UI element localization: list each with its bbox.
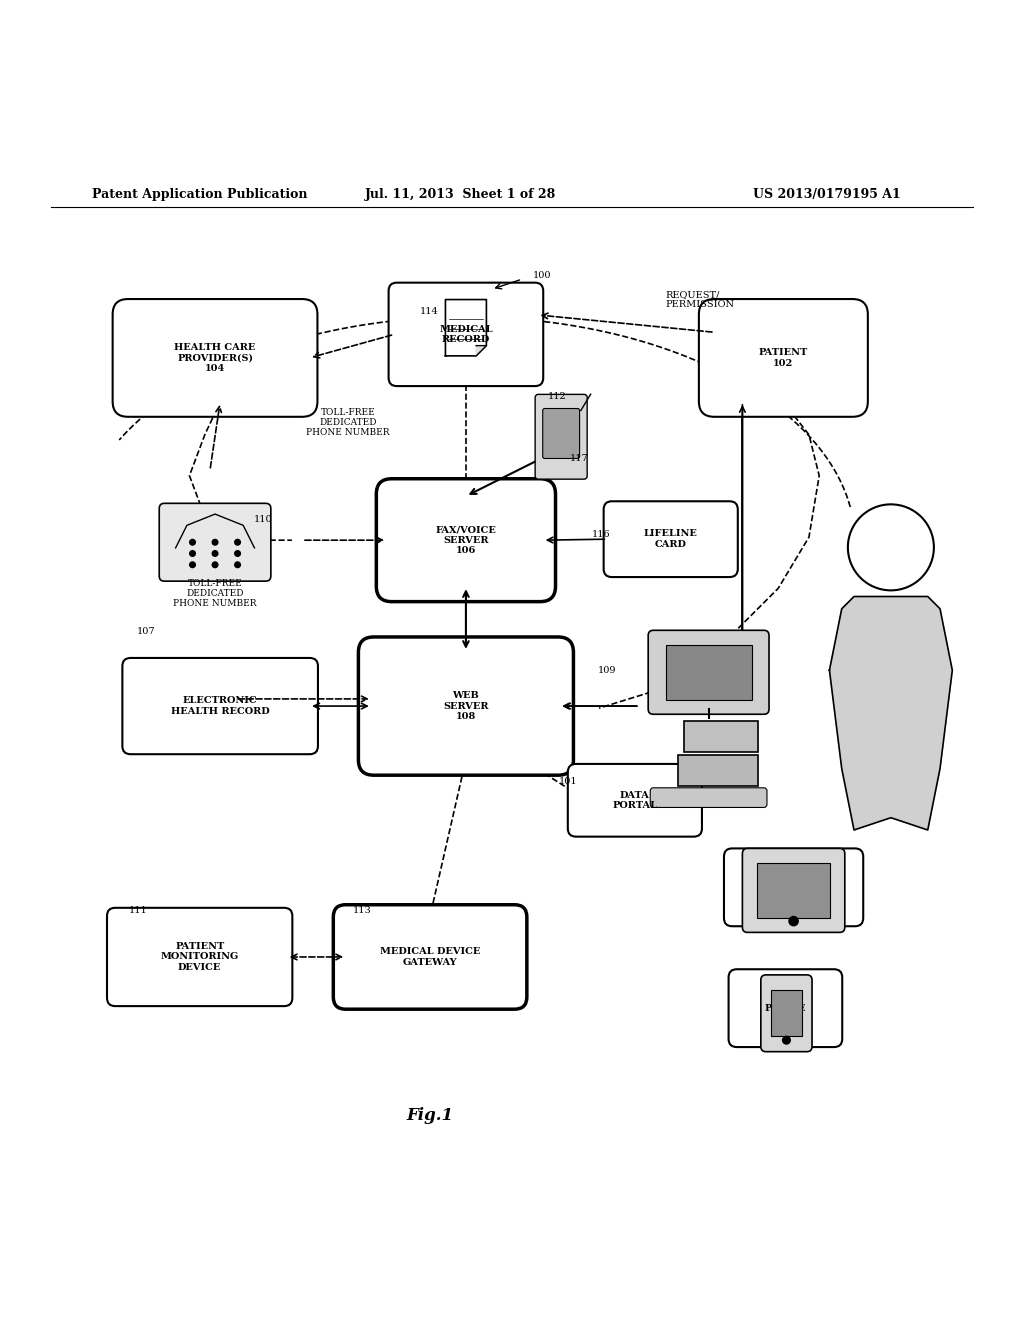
- Circle shape: [234, 540, 241, 545]
- Circle shape: [212, 562, 218, 568]
- Circle shape: [189, 540, 196, 545]
- Text: MEDICAL DEVICE
GATEWAY: MEDICAL DEVICE GATEWAY: [380, 948, 480, 966]
- Text: PATIENT
102: PATIENT 102: [759, 348, 808, 367]
- Bar: [678, 755, 758, 785]
- FancyBboxPatch shape: [648, 631, 769, 714]
- Circle shape: [234, 550, 241, 556]
- Polygon shape: [445, 300, 486, 356]
- Text: 111: 111: [129, 907, 147, 915]
- Text: US 2013/0179195 A1: US 2013/0179195 A1: [754, 187, 901, 201]
- FancyBboxPatch shape: [729, 969, 842, 1047]
- FancyBboxPatch shape: [698, 300, 868, 417]
- Bar: [684, 722, 758, 752]
- FancyBboxPatch shape: [113, 300, 317, 417]
- Text: Patent Application Publication: Patent Application Publication: [92, 187, 307, 201]
- Text: TOLL-FREE
DEDICATED
PHONE NUMBER: TOLL-FREE DEDICATED PHONE NUMBER: [173, 578, 257, 609]
- Text: 116: 116: [592, 529, 610, 539]
- Text: TOLL-FREE
DEDICATED
PHONE NUMBER: TOLL-FREE DEDICATED PHONE NUMBER: [306, 408, 390, 437]
- FancyBboxPatch shape: [567, 764, 702, 837]
- FancyBboxPatch shape: [333, 904, 526, 1010]
- Text: 107: 107: [137, 627, 156, 636]
- Bar: [757, 863, 830, 917]
- Text: FAX/VOICE
SERVER
106: FAX/VOICE SERVER 106: [435, 525, 497, 556]
- Text: DATA
PORTAL: DATA PORTAL: [612, 791, 657, 810]
- FancyBboxPatch shape: [377, 479, 555, 602]
- FancyBboxPatch shape: [159, 503, 270, 581]
- FancyBboxPatch shape: [724, 849, 863, 927]
- Bar: [771, 990, 802, 1036]
- FancyBboxPatch shape: [358, 638, 573, 775]
- Text: 100: 100: [532, 272, 551, 281]
- Bar: [666, 644, 752, 700]
- Circle shape: [212, 540, 218, 545]
- Text: 117: 117: [569, 454, 588, 463]
- Text: MEDICAL
RECORD: MEDICAL RECORD: [439, 325, 493, 345]
- FancyBboxPatch shape: [108, 908, 293, 1006]
- Text: HEALTH CARE
PROVIDER(S)
104: HEALTH CARE PROVIDER(S) 104: [174, 343, 256, 372]
- FancyBboxPatch shape: [536, 395, 587, 479]
- Circle shape: [212, 550, 218, 556]
- FancyBboxPatch shape: [543, 408, 580, 458]
- Text: PHONE: PHONE: [765, 1003, 806, 1012]
- Text: LIFELINE
CARD: LIFELINE CARD: [644, 529, 697, 549]
- Circle shape: [234, 562, 241, 568]
- Text: WEB
SERVER
108: WEB SERVER 108: [443, 692, 488, 721]
- Text: Jul. 11, 2013  Sheet 1 of 28: Jul. 11, 2013 Sheet 1 of 28: [366, 187, 556, 201]
- FancyBboxPatch shape: [389, 282, 543, 385]
- FancyBboxPatch shape: [123, 657, 317, 754]
- Circle shape: [189, 550, 196, 556]
- FancyBboxPatch shape: [650, 788, 767, 808]
- Text: 109: 109: [598, 665, 616, 675]
- Text: TABLET
DEVICE: TABLET DEVICE: [771, 878, 816, 898]
- Text: 101: 101: [559, 777, 578, 787]
- Circle shape: [782, 1036, 791, 1044]
- Text: PATIENT
MONITORING
DEVICE: PATIENT MONITORING DEVICE: [161, 942, 239, 972]
- Text: 110: 110: [254, 515, 272, 524]
- Text: REQUEST/
PERMISSION: REQUEST/ PERMISSION: [666, 290, 734, 309]
- FancyBboxPatch shape: [742, 849, 845, 932]
- FancyBboxPatch shape: [604, 502, 737, 577]
- Circle shape: [189, 562, 196, 568]
- Circle shape: [790, 916, 799, 925]
- Text: 113: 113: [353, 907, 372, 915]
- Text: Fig.1: Fig.1: [407, 1107, 454, 1125]
- Polygon shape: [476, 346, 486, 356]
- Text: ELECTRONIC
HEALTH RECORD: ELECTRONIC HEALTH RECORD: [171, 697, 269, 715]
- Text: 114: 114: [420, 308, 438, 317]
- Polygon shape: [829, 597, 952, 830]
- Text: 112: 112: [548, 392, 566, 401]
- FancyBboxPatch shape: [761, 975, 812, 1052]
